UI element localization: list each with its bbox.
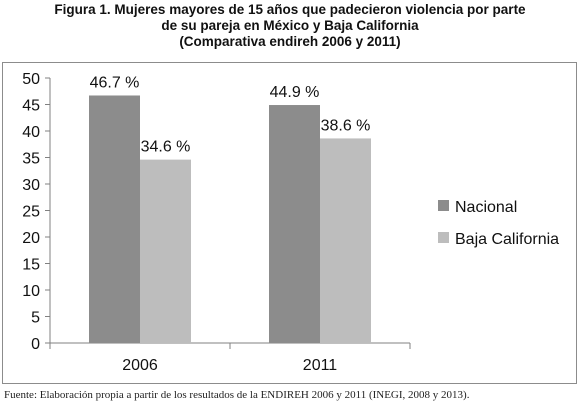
x-tick-label: 2011 [303,357,338,374]
data-label: 44.9 % [270,84,320,101]
legend-label: Baja California [455,231,559,248]
y-tick-label: 10 [22,283,40,300]
chart-title-line-3: (Comparativa endireh 2006 y 2011) [179,34,401,49]
chart-title: Figura 1. Mujeres mayores de 15 años que… [0,2,580,50]
bar [89,95,140,344]
legend-label: Nacional [455,199,517,216]
y-tick-label: 5 [31,310,40,327]
bar [320,138,371,343]
y-tick-label: 40 [22,124,40,141]
axes: 0 5 10 15 20 25 30 35 40 45 50 2006 2011 [22,71,411,374]
y-tick-label: 25 [22,204,40,221]
bars [89,95,371,344]
bar [269,105,320,343]
y-tick-label: 30 [22,177,40,194]
y-tick-label: 20 [22,230,40,247]
data-label: 34.6 % [141,139,191,156]
y-tick-label: 45 [22,98,40,115]
chart-title-line-2: de su pareja en México y Baja California [161,18,419,33]
data-label: 46.7 % [90,74,140,91]
y-tick-label: 15 [22,257,40,274]
data-labels: 46.7 % 34.6 % 44.9 %38.6 % [90,74,371,155]
chart-title-line-1: Figura 1. Mujeres mayores de 15 años que… [54,2,526,17]
legend-swatch [438,200,449,211]
legend-swatch [438,232,449,243]
x-tick-label: 2006 [122,357,158,374]
y-tick-label: 50 [22,71,40,88]
data-label: 38.6 % [321,117,371,134]
legend: Nacional Baja California [438,199,559,248]
y-tick-label: 0 [31,336,40,353]
source-note: Fuente: Elaboración propia a partir de l… [4,389,470,401]
bar [140,159,191,343]
chart-frame [2,62,577,384]
y-tick-label: 35 [22,151,40,168]
